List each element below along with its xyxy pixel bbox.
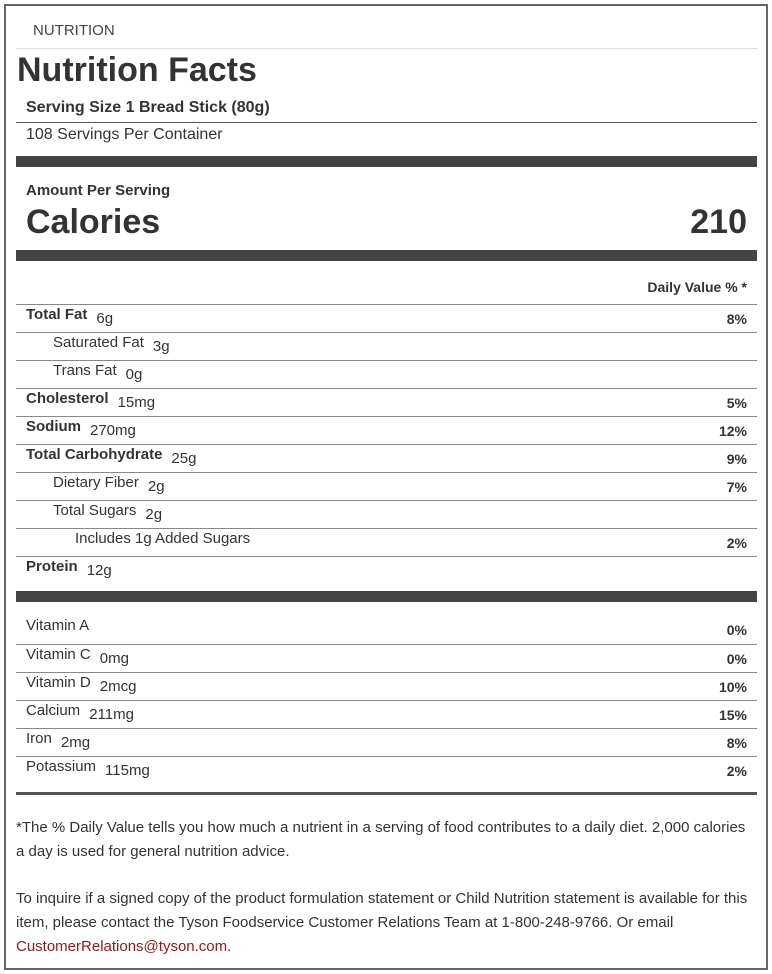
nutrient-amount: 2g (147, 478, 165, 495)
inquiry-text: To inquire if a signed copy of the produ… (16, 890, 748, 931)
nutrient-name: Calcium (26, 702, 81, 719)
nutrient-amount: 12g (86, 562, 112, 579)
nutrient-name: Includes 1g Added Sugars (75, 530, 251, 547)
nutrient-row: Potassium 115mg 2% (16, 756, 757, 784)
calories-label: Calories (26, 203, 161, 241)
nutrient-amount: 211mg (89, 706, 134, 723)
nutrient-row: Protein 12g (16, 556, 757, 584)
nutrient-name: Total Fat (26, 306, 88, 323)
daily-value: 5% (726, 395, 747, 411)
daily-value: 0% (726, 651, 747, 667)
divider (16, 591, 757, 602)
daily-value: 2% (726, 535, 747, 551)
nutrient-row: Calcium 211mg 15% (16, 700, 757, 728)
nutrient-row: Cholesterol 15mg 5% (16, 388, 757, 416)
nutrient-amount: 2g (145, 506, 163, 523)
amount-caption: Amount Per Serving (26, 182, 171, 199)
nutrient-row: Iron 2mg 8% (16, 728, 757, 756)
divider (16, 792, 757, 795)
nutrient-name: Iron (26, 730, 52, 747)
nutrient-name: Total Sugars (53, 502, 137, 519)
nutrient-row: Total Sugars 2g (16, 500, 757, 528)
daily-value: 7% (726, 479, 747, 495)
daily-value: 9% (726, 451, 747, 467)
daily-value-header: Daily Value % * (647, 279, 747, 295)
calories-value: 210 (690, 203, 747, 241)
divider (16, 250, 757, 261)
nutrient-row: Vitamin C 0mg 0% (16, 644, 757, 672)
nutrient-name: Vitamin C (26, 646, 91, 663)
nutrient-amount: 3g (152, 338, 170, 355)
nutrient-row: Total Fat 6g 8% (16, 304, 757, 332)
nutrient-name: Total Carbohydrate (26, 446, 163, 463)
email-link[interactable]: CustomerRelations@tyson.com (16, 938, 228, 955)
nutrient-row: Dietary Fiber 2g 7% (16, 472, 757, 500)
nutrient-amount: 2mg (60, 734, 91, 751)
nutrient-amount: 0mg (99, 650, 129, 667)
calories-row: Calories 210 (16, 201, 757, 250)
nutrient-name: Saturated Fat (53, 334, 144, 351)
divider (16, 156, 757, 167)
daily-value: 2% (726, 763, 747, 779)
label-frame (4, 4, 768, 970)
nutrient-name: Protein (26, 558, 78, 575)
footnote: *The % Daily Value tells you how much a … (16, 819, 746, 860)
nutrient-name: Cholesterol (26, 390, 109, 407)
servings-per-container: 108 Servings Per Container (26, 126, 223, 143)
nutrient-name: Vitamin D (26, 674, 91, 691)
inquiry: To inquire if a signed copy of the produ… (16, 887, 757, 959)
serving-size: Serving Size 1 Bread Stick (80g) (16, 92, 757, 123)
nutrient-name: Potassium (26, 758, 97, 775)
nutrient-amount: 115mg (105, 762, 150, 779)
nutrient-amount: 2mcg (99, 678, 137, 695)
nutrient-row: Saturated Fat 3g (16, 332, 757, 360)
section-label: NUTRITION (16, 18, 757, 49)
daily-value: 15% (718, 707, 747, 723)
nutrient-name: Dietary Fiber (53, 474, 139, 491)
nutrient-name: Trans Fat (53, 362, 117, 379)
nutrient-amount: 25g (171, 450, 197, 467)
nutrient-row: Includes 1g Added Sugars 2% (16, 528, 757, 556)
nutrient-amount: 270mg (90, 422, 136, 439)
daily-value: 12% (718, 423, 747, 439)
nutrient-amount: 15mg (117, 394, 156, 411)
daily-value: 0% (726, 622, 747, 638)
nutrient-row: Trans Fat 0g (16, 360, 757, 388)
title: Nutrition Facts (17, 51, 257, 89)
nutrition-label: NUTRITION Nutrition Facts Serving Size 1… (16, 18, 757, 959)
nutrient-row: Total Carbohydrate 25g 9% (16, 444, 757, 472)
nutrient-row: Sodium 270mg 12% (16, 416, 757, 444)
nutrient-amount: 6g (96, 310, 114, 327)
nutrient-list: Total Fat 6g 8% Saturated Fat 3g Trans Fat 0g C… (16, 304, 757, 584)
nutrient-row: Vitamin D 2mcg 10% (16, 672, 757, 700)
nutrient-row: Vitamin A 0% (16, 616, 757, 644)
nutrient-name: Sodium (26, 418, 81, 435)
daily-value: 8% (726, 311, 747, 327)
daily-value: 10% (718, 679, 747, 695)
inquiry-text: . (227, 938, 232, 955)
nutrient-name: Vitamin A (26, 617, 90, 634)
daily-value: 8% (726, 735, 747, 751)
vitamin-list: Vitamin A 0% Vitamin C 0mg 0% Vitamin D 2mcg 10… (16, 602, 757, 784)
nutrient-amount: 0g (125, 366, 143, 383)
